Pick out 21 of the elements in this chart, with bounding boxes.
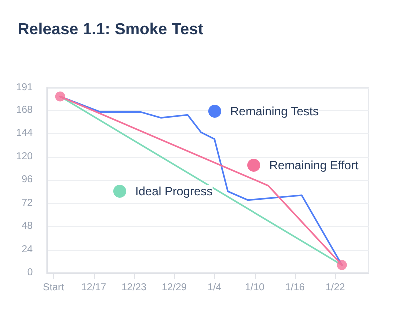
legend-label: Ideal Progress xyxy=(136,184,213,198)
x-tick-label: Start xyxy=(43,282,64,294)
y-tick-label: 96 xyxy=(22,174,34,186)
x-tick-label: 12/23 xyxy=(122,282,148,294)
x-tick-label: 12/29 xyxy=(162,282,188,294)
x-tick-label: 1/22 xyxy=(326,282,346,294)
y-tick-label: 48 xyxy=(22,221,34,232)
x-tick-label: 12/17 xyxy=(81,282,107,294)
y-tick-label: 24 xyxy=(22,244,34,256)
y-tick-label: 72 xyxy=(22,198,34,209)
legend-label: Remaining Effort xyxy=(270,158,360,172)
chart-title: Release 1.1: Smoke Test xyxy=(18,22,204,38)
x-tick-label: 1/16 xyxy=(285,282,306,294)
x-tick-label: 1/4 xyxy=(208,282,222,294)
y-tick-label: 120 xyxy=(16,151,34,162)
y-tick-label: 0 xyxy=(27,268,34,278)
legend-label: Remaining Tests xyxy=(230,104,319,118)
y-tick-label: 168 xyxy=(16,104,34,116)
x-tick-label: 1/10 xyxy=(245,282,266,294)
y-tick-label: 144 xyxy=(16,128,34,140)
y-tick-label: 191 xyxy=(16,82,34,94)
